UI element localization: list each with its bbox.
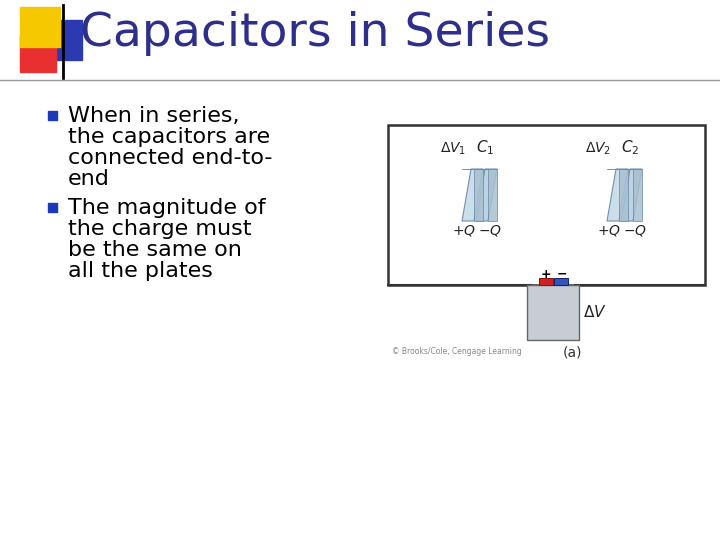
Bar <box>20 7 60 47</box>
Text: all the plates: all the plates <box>68 261 213 281</box>
Text: $\Delta V_1$: $\Delta V_1$ <box>440 140 466 157</box>
Bar <box>48 111 57 120</box>
Polygon shape <box>474 169 483 221</box>
Text: $+Q$: $+Q$ <box>452 224 476 239</box>
Text: $-Q$: $-Q$ <box>623 224 647 239</box>
Text: $C_1$: $C_1$ <box>476 138 494 157</box>
Text: connected end-to-: connected end-to- <box>68 148 272 168</box>
Polygon shape <box>633 169 642 221</box>
Text: the capacitors are: the capacitors are <box>68 127 270 147</box>
Text: −: − <box>557 267 567 280</box>
Text: the charge must: the charge must <box>68 219 251 239</box>
Bar <box>527 285 579 340</box>
Text: $C_2$: $C_2$ <box>621 138 639 157</box>
Bar <box>388 125 705 285</box>
Bar <box>48 203 57 212</box>
Text: Capacitors in Series: Capacitors in Series <box>80 10 550 56</box>
Text: When in series,: When in series, <box>68 106 240 126</box>
Text: $+Q$: $+Q$ <box>597 224 621 239</box>
Text: $-Q$: $-Q$ <box>478 224 502 239</box>
Text: (a): (a) <box>563 345 582 359</box>
Text: © Brooks/Cole, Cengage Learning: © Brooks/Cole, Cengage Learning <box>392 348 522 356</box>
Polygon shape <box>476 169 497 221</box>
Bar <box>554 278 568 285</box>
Text: end: end <box>68 169 110 189</box>
Polygon shape <box>488 169 497 221</box>
Text: +: + <box>541 267 552 280</box>
Polygon shape <box>619 169 628 221</box>
Polygon shape <box>607 169 628 221</box>
Bar <box>42 20 82 60</box>
Text: The magnitude of: The magnitude of <box>68 198 266 218</box>
Text: $\Delta V_2$: $\Delta V_2$ <box>585 140 611 157</box>
Bar <box>20 36 56 72</box>
Text: $\Delta V$: $\Delta V$ <box>583 304 607 320</box>
Polygon shape <box>621 169 642 221</box>
Text: be the same on: be the same on <box>68 240 242 260</box>
Polygon shape <box>462 169 483 221</box>
Bar <box>539 278 553 285</box>
